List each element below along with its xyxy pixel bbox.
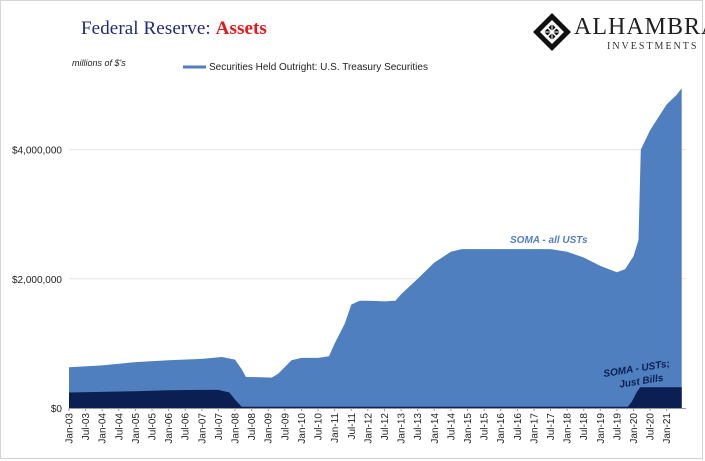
x-tick-label-30: Jan-18 [563,413,574,444]
x-tick-label-4: Jan-05 [131,413,142,444]
x-tick-label-28: Jan-17 [529,413,540,444]
x-tick-label-5: Jul-05 [148,413,159,441]
chart-title-prefix: Federal Reserve: [81,18,216,39]
x-tick-label-33: Jul-19 [612,413,623,441]
diamond-lattice-icon [533,13,571,51]
y-tick-label-1: $2,000,000 [12,275,62,286]
y-axis: $0 $2,000,000 $4,000,000 [12,146,62,415]
x-tick-label-23: Jul-14 [446,413,457,441]
x-tick-label-3: Jul-04 [114,413,125,441]
x-tick-label-35: Jul-20 [646,413,657,441]
legend-label: Securities Held Outright: U.S. Treasury … [209,62,428,73]
x-tick-label-21: Jul-13 [413,413,424,441]
x-tick-label-32: Jan-19 [596,413,607,444]
x-tick-label-11: Jul-08 [247,413,258,441]
x-axis: Jan-03 Jul-03 Jan-04 Jul-04 Jan-05 Jul-05 Jan-… [65,408,686,444]
x-tick-label-1: Jul-03 [81,413,92,441]
x-tick-label-26: Jan-16 [496,413,507,444]
x-tick-label-13: Jul-09 [280,413,291,441]
logo-subtitle: INVESTMENTS [607,41,699,52]
x-tick-label-10: Jan-08 [231,413,242,444]
x-tick-label-20: Jan-13 [397,413,408,444]
x-tick-label-17: Jul-11 [347,413,358,440]
legend: Securities Held Outright: U.S. Treasury … [183,62,428,73]
x-tick-label-6: Jan-06 [164,413,175,444]
x-tick-label-9: Jul-07 [214,413,225,441]
x-tick-label-31: Jul-18 [579,413,590,441]
x-tick-label-27: Jul-16 [513,413,524,441]
x-tick-label-34: Jan-20 [629,413,640,444]
annotation-all-usts: SOMA - all USTs [510,235,588,246]
x-tick-label-25: Jul-15 [480,413,491,441]
x-tick-label-7: Jul-06 [181,413,192,441]
x-tick-label-22: Jan-14 [430,413,441,444]
x-tick-label-15: Jul-10 [314,413,325,441]
x-tick-label-12: Jan-09 [264,413,275,444]
alhambra-logo: ALHAMBRA INVESTMENTS [532,10,705,56]
grid-lines [69,149,686,280]
logo-brand: ALHAMBRA [574,14,705,40]
y-tick-label-2: $4,000,000 [12,146,62,157]
x-tick-label-16: Jan-11 [330,413,341,443]
x-tick-label-2: Jan-04 [98,413,109,444]
y-tick-label-0: $0 [51,404,63,415]
x-tick-label-29: Jul-17 [546,413,557,441]
area-bills [69,387,682,408]
series-areas [69,88,682,408]
units-label: millions of $'s [72,58,126,68]
area-all-usts [69,88,682,408]
x-tick-label-24: Jan-15 [463,413,474,444]
chart-title: Federal Reserve: Assets [81,18,267,40]
x-tick-label-8: Jan-07 [197,413,208,444]
chart-title-accent: Assets [215,18,267,39]
x-tick-label-0: Jan-03 [65,413,76,444]
x-tick-label-36: Jan-21 [662,413,673,444]
x-tick-label-19: Jul-12 [380,413,391,441]
x-tick-label-14: Jan-10 [297,413,308,444]
x-tick-label-18: Jan-12 [363,413,374,444]
